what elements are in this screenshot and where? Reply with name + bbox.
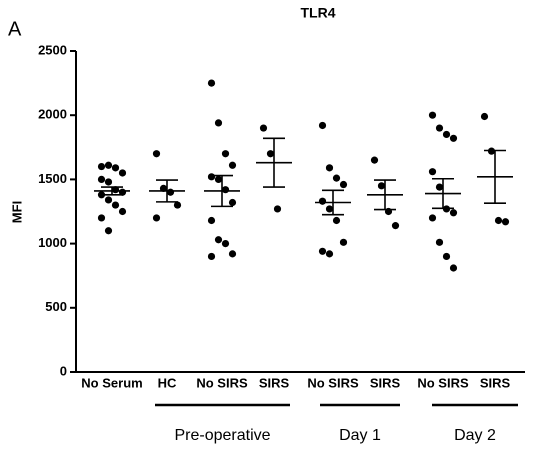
data-point <box>104 161 113 169</box>
data-point <box>449 209 458 217</box>
y-tick-label: 0 <box>60 363 67 378</box>
data-point <box>377 182 386 190</box>
data-point <box>442 130 451 139</box>
x-tick-label: No Serum <box>81 375 142 390</box>
data-point <box>325 250 334 258</box>
y-tick-label: 2000 <box>38 107 67 122</box>
x-tick-label: SIRS <box>259 375 290 390</box>
data-point <box>428 111 437 119</box>
data-point <box>318 197 327 205</box>
x-tick-label: HC <box>158 375 177 390</box>
data-point <box>266 150 275 158</box>
data-point <box>104 227 113 235</box>
data-point <box>318 247 327 255</box>
data-point <box>435 238 444 246</box>
data-point <box>428 214 437 222</box>
data-point <box>370 156 379 164</box>
data-point <box>318 121 327 130</box>
y-tick-label: 1000 <box>38 235 67 250</box>
data-point <box>97 162 106 171</box>
y-tick-label: 500 <box>45 299 67 314</box>
data-point <box>325 164 334 172</box>
data-point <box>166 188 175 196</box>
data-point <box>449 264 458 272</box>
data-point <box>435 124 444 132</box>
data-point <box>207 216 216 225</box>
data-point <box>442 252 451 261</box>
group-label: Day 2 <box>454 427 496 444</box>
data-point <box>501 218 510 226</box>
data-point <box>228 161 237 169</box>
data-point <box>428 168 437 176</box>
data-point <box>273 205 282 213</box>
data-point <box>118 169 127 177</box>
data-point <box>339 238 348 246</box>
chart-title: TLR4 <box>301 5 336 21</box>
data-point <box>391 222 400 230</box>
data-point <box>480 112 489 121</box>
data-point <box>494 216 503 225</box>
data-point <box>111 201 120 209</box>
data-point <box>332 174 341 182</box>
data-point <box>449 134 458 142</box>
x-tick-label: SIRS <box>480 375 511 390</box>
data-point <box>221 150 230 158</box>
data-point <box>214 119 223 127</box>
data-point <box>104 178 113 186</box>
y-tick-label: 2500 <box>38 42 67 57</box>
x-tick-label: No SIRS <box>307 375 359 390</box>
data-point <box>104 196 113 204</box>
group-label: Pre-operative <box>174 427 270 444</box>
data-point <box>339 180 348 189</box>
data-point <box>435 183 444 191</box>
y-tick-label: 1500 <box>38 171 67 186</box>
panel-label: A <box>8 18 22 40</box>
data-point <box>173 201 182 209</box>
x-tick-label: SIRS <box>370 375 401 390</box>
data-point <box>228 198 237 207</box>
data-point <box>221 240 230 248</box>
data-point <box>214 175 223 183</box>
data-point <box>152 150 161 158</box>
data-point <box>221 186 230 194</box>
data-point <box>111 164 120 172</box>
group-label: Day 1 <box>339 427 381 444</box>
data-point <box>207 173 216 181</box>
data-point <box>118 207 127 216</box>
x-tick-label: No SIRS <box>196 375 248 390</box>
data-point <box>207 79 216 87</box>
data-point <box>259 124 268 132</box>
data-point <box>325 205 334 213</box>
data-point <box>214 236 223 244</box>
x-tick-label: No SIRS <box>417 375 469 390</box>
data-point <box>97 175 106 183</box>
data-point <box>228 250 237 258</box>
y-axis-label: MFI <box>9 201 24 223</box>
data-point <box>332 216 341 225</box>
data-point <box>207 252 216 261</box>
data-point <box>97 214 106 222</box>
data-point <box>152 214 161 222</box>
